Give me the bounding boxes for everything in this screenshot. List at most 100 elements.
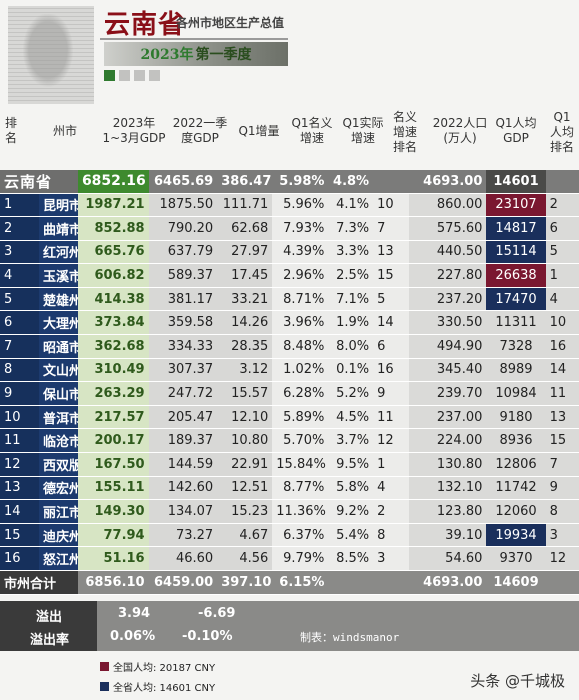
- period-year: 2023年: [140, 47, 194, 63]
- overflow-section: 溢出 3.94 -6.69 溢出率 0.06% -0.10% 制表：windsm…: [0, 601, 579, 651]
- overflow-label: 溢出: [36, 610, 63, 625]
- row-per-capita: 26638: [486, 263, 546, 288]
- row-nominal-rank: 7: [373, 216, 410, 241]
- row-per-capita-rank: 9: [545, 476, 579, 501]
- row-nominal-growth: 5.96%: [272, 193, 329, 218]
- row-nominal-growth: 8.71%: [272, 287, 329, 312]
- row-nominal-growth: 6.28%: [272, 381, 329, 406]
- province-prev: 6465.69: [148, 170, 218, 194]
- row-city: 玉溪市: [38, 263, 78, 288]
- table-row: 2曲靖市852.88790.2062.687.93%7.3%7575.60148…: [0, 216, 579, 241]
- row-nominal-growth: 5.89%: [272, 405, 329, 430]
- row-prev-gdp: 73.27: [148, 523, 218, 548]
- province-pop: 4693.00: [409, 170, 487, 194]
- row-prev-gdp: 381.17: [148, 287, 218, 312]
- total-nominal-rank-empty: [373, 570, 410, 595]
- row-per-capita-rank: 2: [545, 193, 579, 218]
- row-per-capita: 8936: [486, 428, 546, 454]
- row-prev-gdp: 134.07: [148, 499, 218, 524]
- row-per-capita: 19934: [486, 523, 546, 548]
- row-population: 239.70: [409, 381, 487, 406]
- row-nominal-growth: 8.48%: [272, 334, 329, 359]
- row-city: 怒江州: [38, 546, 78, 571]
- row-per-capita: 11742: [486, 476, 546, 501]
- row-per-capita: 11311: [486, 310, 546, 336]
- row-rank: 4: [0, 263, 39, 288]
- row-real-growth: 0.1%: [328, 358, 374, 383]
- row-nominal-growth: 5.70%: [272, 428, 329, 454]
- total-inc: 397.10: [217, 570, 273, 595]
- row-nominal-growth: 1.02%: [272, 358, 329, 383]
- row-increment: 14.26: [217, 310, 273, 336]
- row-rank: 8: [0, 358, 39, 383]
- total-label: 市州合计: [0, 570, 78, 595]
- table-row: 6大理州373.84359.5814.263.96%1.9%14330.5011…: [0, 310, 579, 336]
- row-gdp: 155.11: [77, 476, 149, 501]
- row-increment: 33.21: [217, 287, 273, 312]
- row-real-growth: 4.1%: [328, 193, 374, 218]
- row-per-capita: 17470: [486, 287, 546, 312]
- col-header-rank: 排名: [4, 116, 17, 145]
- row-real-growth: 9.2%: [328, 499, 374, 524]
- row-increment: 27.97: [217, 240, 273, 265]
- row-rank: 9: [0, 381, 39, 406]
- indicator-dot: [149, 70, 160, 81]
- row-prev-gdp: 144.59: [148, 452, 218, 477]
- row-gdp: 200.17: [77, 428, 149, 454]
- col-header-gdp: 2023年 1~3月GDP: [102, 116, 166, 145]
- col-header-inc: Q1增量: [238, 124, 280, 138]
- row-gdp: 51.16: [77, 546, 149, 571]
- row-city: 临沧市: [38, 428, 78, 454]
- row-per-capita-rank: 3: [545, 523, 579, 548]
- row-increment: 28.35: [217, 334, 273, 359]
- row-population: 330.50: [409, 310, 487, 336]
- row-rank: 16: [0, 546, 39, 571]
- row-prev-gdp: 46.60: [148, 546, 218, 571]
- row-city: 大理州: [38, 310, 78, 336]
- row-nominal-growth: 15.84%: [272, 452, 329, 477]
- row-real-growth: 5.2%: [328, 381, 374, 406]
- col-header-pop: 2022人口(万人): [432, 116, 488, 145]
- row-nominal-rank: 16: [373, 358, 410, 383]
- total-per-capita-rank-empty: [545, 570, 579, 595]
- row-real-growth: 4.5%: [328, 405, 374, 430]
- row-rank: 11: [0, 428, 39, 454]
- row-nominal-rank: 4: [373, 476, 410, 501]
- row-nominal-rank: 10: [373, 193, 410, 218]
- row-prev-gdp: 334.33: [148, 334, 218, 359]
- province-per-capita: 14601: [486, 170, 546, 194]
- header: 云南省 各州市地区生产总值 2023年 第一季度: [0, 0, 579, 110]
- row-real-growth: 7.3%: [328, 216, 374, 241]
- row-increment: 111.71: [217, 193, 273, 218]
- row-prev-gdp: 307.37: [148, 358, 218, 383]
- row-city: 文山州: [38, 358, 78, 383]
- table-row: 12西双版纳州167.50144.5922.9115.84%9.5%1130.8…: [0, 452, 579, 477]
- row-real-growth: 8.0%: [328, 334, 374, 359]
- row-gdp: 606.82: [77, 263, 149, 288]
- row-real-growth: 7.1%: [328, 287, 374, 312]
- total-prev: 6459.00: [148, 570, 218, 595]
- row-per-capita-rank: 1: [545, 263, 579, 288]
- row-gdp: 149.30: [77, 499, 149, 524]
- row-nominal-growth: 9.79%: [272, 546, 329, 571]
- province-gdp: 6852.16: [77, 170, 149, 194]
- overflow-rate-prev: -0.10%: [182, 629, 233, 644]
- row-population: 132.10: [409, 476, 487, 501]
- row-nominal-rank: 15: [373, 263, 410, 288]
- row-prev-gdp: 1875.50: [148, 193, 218, 218]
- row-gdp: 1987.21: [77, 193, 149, 218]
- row-city: 迪庆州: [38, 523, 78, 548]
- province-per-capita-rank: [545, 170, 579, 194]
- row-population: 237.20: [409, 287, 487, 312]
- col-header-city: 州市: [52, 124, 77, 138]
- row-per-capita: 12806: [486, 452, 546, 477]
- row-rank: 14: [0, 499, 39, 524]
- row-rank: 1: [0, 193, 39, 218]
- row-increment: 62.68: [217, 216, 273, 241]
- row-city: 西双版纳州: [38, 452, 78, 477]
- row-increment: 12.51: [217, 476, 273, 501]
- row-increment: 3.12: [217, 358, 273, 383]
- row-increment: 4.67: [217, 523, 273, 548]
- overflow-right-panel: [493, 601, 579, 651]
